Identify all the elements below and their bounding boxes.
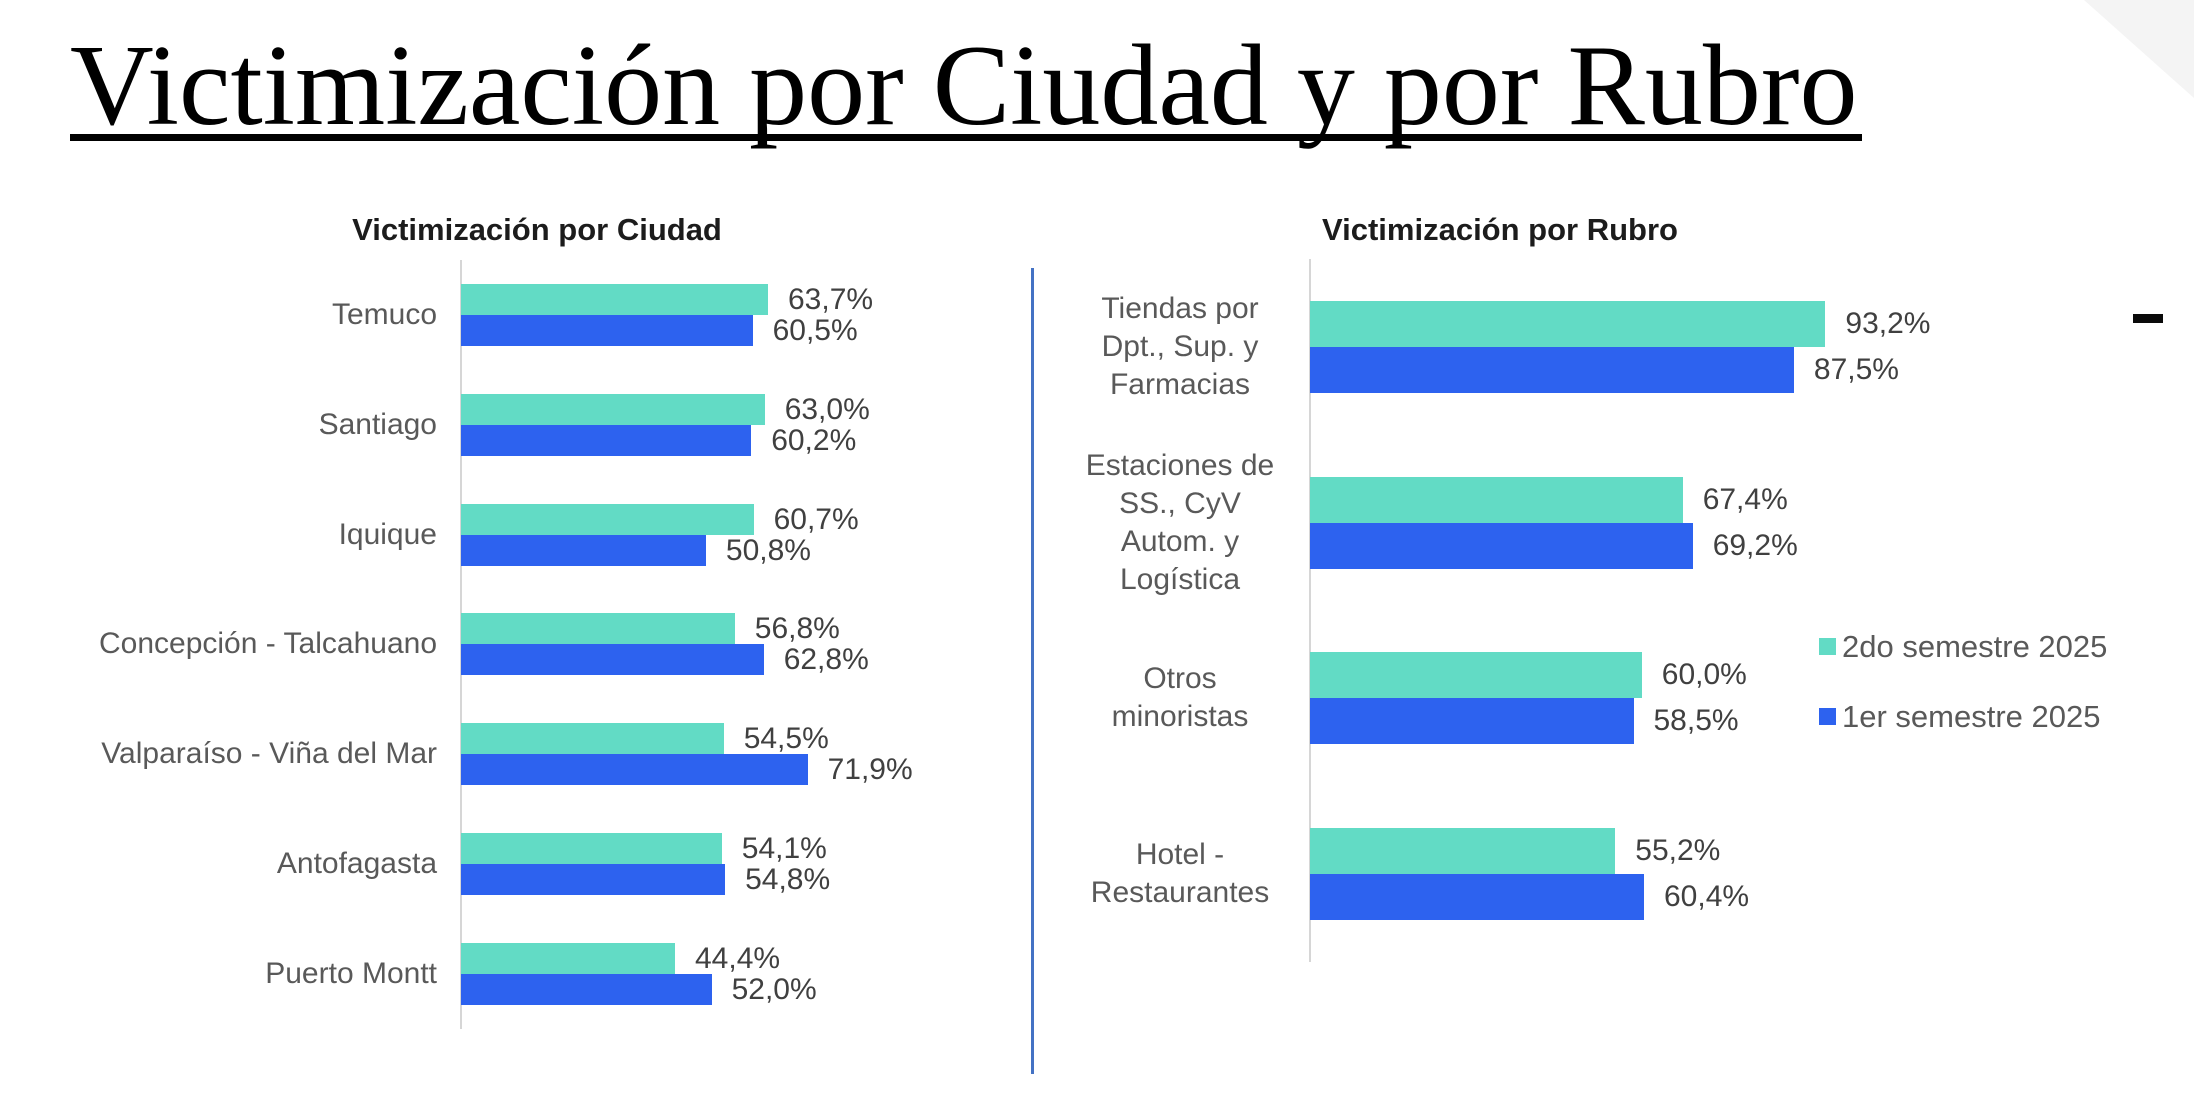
value-label-city-7-2do: 44,4%	[695, 941, 781, 975]
value-label-city-4-1er: 62,8%	[783, 643, 869, 677]
value-label-rubro-2-1er: 69,2%	[1712, 528, 1798, 562]
bar-city-2-1er	[461, 424, 752, 456]
category-label-rubro-2: Estaciones de SS., CyV Autom. y Logística	[1085, 448, 1275, 596]
divider-line	[1031, 268, 1034, 1074]
value-label-rubro-4-2do: 55,2%	[1635, 833, 1721, 867]
bar-city-1-1er	[461, 314, 753, 346]
bar-city-6-1er	[461, 864, 726, 896]
bar-rubro-1-1er	[1310, 346, 1794, 393]
bar-city-4-2do	[461, 613, 735, 645]
chart-title-rubro: Victimización por Rubro	[1322, 212, 1678, 247]
value-label-city-5-1er: 71,9%	[827, 753, 913, 787]
value-label-city-2-2do: 63,0%	[784, 392, 870, 426]
bar-rubro-4-2do	[1310, 827, 1616, 874]
category-label-city-3: Iquique	[338, 517, 437, 551]
bar-rubro-2-1er	[1310, 522, 1693, 569]
bar-rubro-3-1er	[1310, 698, 1634, 745]
bar-city-7-2do	[461, 942, 675, 974]
chart-title-ciudad: Victimización por Ciudad	[352, 212, 722, 247]
bar-rubro-1-2do	[1310, 300, 1826, 347]
category-label-city-5: Valparaíso - Viña del Mar	[101, 737, 437, 771]
legend-label-2do: 2do semestre 2025	[1842, 629, 2108, 664]
value-label-city-7-1er: 52,0%	[731, 972, 817, 1006]
legend-swatch-1er	[1819, 708, 1836, 725]
value-label-city-4-2do: 56,8%	[754, 612, 840, 646]
category-label-city-6: Antofagasta	[276, 847, 437, 881]
category-label-city-7: Puerto Montt	[265, 956, 437, 990]
bar-city-7-1er	[461, 973, 712, 1005]
dash-icon	[2133, 314, 2163, 323]
bar-city-5-1er	[461, 754, 808, 786]
bar-city-2-2do	[461, 393, 765, 425]
bar-rubro-4-1er	[1310, 873, 1644, 920]
bar-city-3-1er	[461, 534, 706, 566]
category-label-city-4: Concepción - Talcahuano	[98, 627, 437, 661]
page-title: Victimización por Ciudad y por Rubro	[70, 22, 1858, 150]
bar-city-6-2do	[461, 833, 722, 865]
legend-label-1er: 1er semestre 2025	[1842, 699, 2101, 734]
value-label-rubro-1-1er: 87,5%	[1813, 352, 1899, 386]
value-label-city-6-2do: 54,1%	[741, 832, 827, 866]
category-label-city-1: Temuco	[331, 297, 437, 331]
title-underline	[70, 134, 1862, 141]
value-label-city-1-2do: 63,7%	[788, 282, 874, 316]
value-label-rubro-3-1er: 58,5%	[1653, 704, 1739, 738]
bar-city-5-2do	[461, 723, 724, 755]
category-label-city-2: Santiago	[318, 407, 437, 441]
legend-swatch-2do	[1819, 638, 1836, 655]
category-label-rubro-4: Hotel - Restaurantes	[1090, 837, 1270, 909]
value-label-city-2-1er: 60,2%	[771, 423, 857, 457]
category-label-rubro-3: Otros minoristas	[1111, 662, 1249, 734]
bar-city-4-1er	[461, 644, 764, 676]
corner-decoration	[2084, 0, 2194, 98]
value-label-city-1-1er: 60,5%	[772, 313, 858, 347]
value-label-city-3-1er: 50,8%	[725, 533, 811, 567]
value-label-rubro-1-2do: 93,2%	[1845, 306, 1931, 340]
category-label-rubro-1: Tiendas por Dpt., Sup. y Farmacias	[1101, 291, 1259, 401]
y-axis-line-rubro	[1309, 259, 1311, 962]
bar-city-1-2do	[461, 283, 768, 315]
bar-city-3-2do	[461, 503, 754, 535]
bar-rubro-3-2do	[1310, 652, 1642, 699]
bar-rubro-2-2do	[1310, 476, 1683, 523]
value-label-rubro-2-2do: 67,4%	[1702, 482, 1788, 516]
value-label-city-5-2do: 54,5%	[743, 722, 829, 756]
value-label-city-6-1er: 54,8%	[745, 863, 831, 897]
value-label-city-3-2do: 60,7%	[773, 502, 859, 536]
value-label-rubro-4-1er: 60,4%	[1664, 879, 1750, 913]
value-label-rubro-3-2do: 60,0%	[1661, 658, 1747, 692]
